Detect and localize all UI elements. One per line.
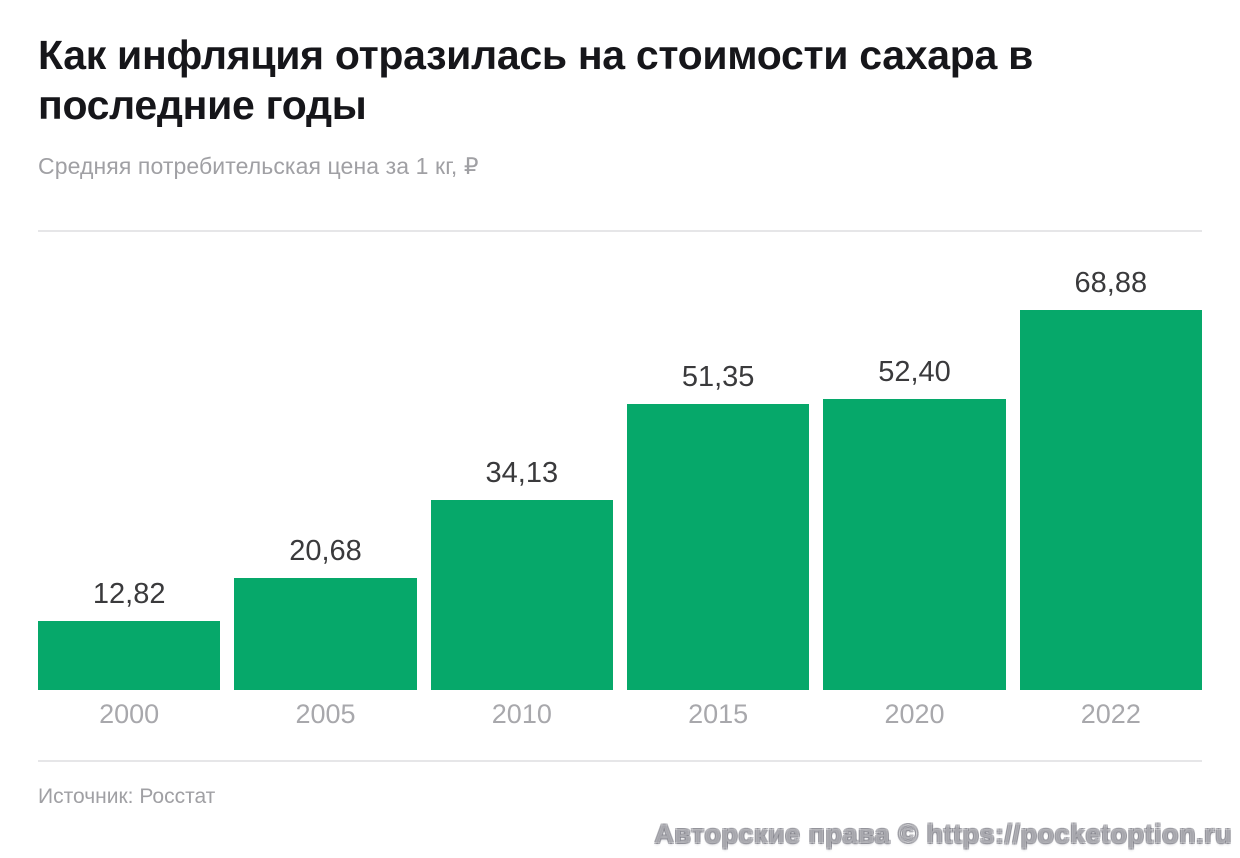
- copyright-watermark: Авторские права © https://pocketoption.r…: [654, 819, 1232, 849]
- chart-subtitle: Средняя потребительская цена за 1 кг, ₽: [38, 153, 479, 179]
- bar-column-2020[interactable]: 52,40: [823, 250, 1006, 690]
- header-divider: [38, 230, 1202, 232]
- x-axis-tick-2010: 2010: [491, 699, 552, 729]
- bar-value-label: 68,88: [1074, 267, 1148, 299]
- bar-column-2005[interactable]: 20,68: [234, 250, 417, 690]
- bar-rect[interactable]: [626, 404, 810, 690]
- bar-rect[interactable]: [430, 500, 613, 690]
- bar-value-label: 20,68: [289, 535, 362, 567]
- bar-value-label: 34,13: [485, 457, 559, 489]
- chart-header: Как инфляция отразилась на стоимости сах…: [38, 30, 1202, 180]
- x-axis-tick-2015: 2015: [688, 699, 749, 729]
- x-axis: 2000 2005 2010 2015 2020 2022: [38, 692, 1202, 736]
- x-axis-tick-2020: 2020: [884, 699, 945, 729]
- page-title: Как инфляция отразилась на стоимости сах…: [38, 32, 1034, 128]
- bar-rect[interactable]: [234, 578, 417, 690]
- bar-column-2000[interactable]: 12,82: [38, 250, 221, 690]
- x-axis-tick-2005: 2005: [295, 699, 356, 729]
- bar-rect[interactable]: [1019, 310, 1202, 690]
- bar-value-label: 51,35: [681, 361, 755, 393]
- bar-rect[interactable]: [823, 399, 1006, 690]
- bar-rect[interactable]: [38, 621, 221, 690]
- x-axis-tick-2022: 2022: [1080, 699, 1141, 729]
- chart-plot-area: 12,82 20,68 34,13 51,35 52,40 68,88: [38, 250, 1202, 690]
- bar-value-label: 12,82: [92, 578, 166, 610]
- bar-column-2010[interactable]: 34,13: [430, 250, 613, 690]
- x-axis-tick-2000: 2000: [99, 699, 160, 729]
- bar-value-label: 52,40: [878, 356, 951, 388]
- bar-column-2015[interactable]: 51,35: [626, 250, 810, 690]
- bar-column-2022[interactable]: 68,88: [1019, 250, 1202, 690]
- footer-divider: [38, 760, 1202, 762]
- bar-series: 12,82 20,68 34,13 51,35 52,40 68,88: [38, 250, 1202, 690]
- source-note: Источник: Росстат: [38, 785, 216, 808]
